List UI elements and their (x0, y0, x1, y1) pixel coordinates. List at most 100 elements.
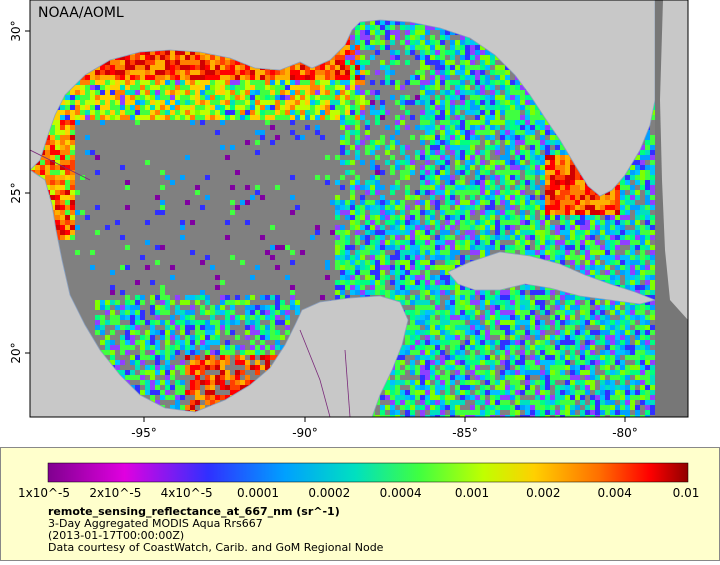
pixel (275, 185, 280, 190)
pixel (210, 105, 215, 110)
pixel (140, 310, 145, 315)
pixel (470, 160, 475, 165)
pixel (520, 95, 525, 100)
pixel (390, 60, 395, 65)
pixel (290, 85, 295, 90)
pixel (485, 350, 490, 355)
pixel (445, 115, 450, 120)
pixel (420, 115, 425, 120)
pixel (520, 100, 525, 105)
pixel (365, 215, 370, 220)
pixel (310, 100, 315, 105)
pixel (150, 50, 155, 55)
pixel (420, 350, 425, 355)
pixel (415, 260, 420, 265)
pixel (230, 80, 235, 85)
pixel (490, 225, 495, 230)
pixel (265, 360, 270, 365)
pixel (210, 110, 215, 115)
pixel (395, 125, 400, 130)
pixel (185, 105, 190, 110)
pixel (460, 390, 465, 395)
pixel (70, 155, 75, 160)
pixel (455, 85, 460, 90)
pixel (490, 305, 495, 310)
pixel (450, 335, 455, 340)
pixel (515, 390, 520, 395)
pixel (420, 265, 425, 270)
pixel (80, 105, 85, 110)
pixel (395, 245, 400, 250)
pixel (515, 200, 520, 205)
pixel (365, 35, 370, 40)
pixel (350, 110, 355, 115)
pixel (345, 240, 350, 245)
pixel (285, 325, 290, 330)
pixel (70, 90, 75, 95)
pixel (400, 350, 405, 355)
pixel (485, 180, 490, 185)
pixel (200, 65, 205, 70)
pixel (215, 360, 220, 365)
pixel (485, 200, 490, 205)
pixel (190, 405, 195, 410)
pixel (345, 170, 350, 175)
pixel (515, 85, 520, 90)
pixel (320, 105, 325, 110)
pixel (475, 365, 480, 370)
pixel (445, 270, 450, 275)
pixel (415, 325, 420, 330)
pixel (250, 65, 255, 70)
pixel (170, 365, 175, 370)
pixel (340, 140, 345, 145)
pixel (505, 130, 510, 135)
pixel (445, 200, 450, 205)
pixel (400, 230, 405, 235)
pixel (135, 280, 140, 285)
pixel (175, 60, 180, 65)
pixel (380, 395, 385, 400)
pixel (255, 335, 260, 340)
pixel (365, 150, 370, 155)
pixel (445, 355, 450, 360)
pixel (205, 175, 210, 180)
pixel (115, 90, 120, 95)
pixel (465, 255, 470, 260)
pixel (420, 60, 425, 65)
pixel (350, 215, 355, 220)
pixel (210, 375, 215, 380)
pixel (335, 260, 340, 265)
pixel (325, 180, 330, 185)
pixel (180, 95, 185, 100)
pixel (110, 360, 115, 365)
pixel (100, 80, 105, 85)
pixel (355, 255, 360, 260)
pixel (455, 370, 460, 375)
pixel (450, 50, 455, 55)
pixel (65, 150, 70, 155)
pixel (315, 65, 320, 70)
pixel (295, 90, 300, 95)
pixel (345, 100, 350, 105)
pixel (440, 275, 445, 280)
pixel (425, 90, 430, 95)
pixel (520, 220, 525, 225)
pixel (465, 145, 470, 150)
pixel (470, 315, 475, 320)
pixel (195, 295, 200, 300)
pixel (525, 335, 530, 340)
pixel (505, 300, 510, 305)
pixel (150, 305, 155, 310)
pixel (170, 95, 175, 100)
pixel (215, 320, 220, 325)
pixel (465, 415, 470, 417)
pixel (195, 65, 200, 70)
pixel (145, 240, 150, 245)
pixel (245, 80, 250, 85)
pixel (425, 320, 430, 325)
pixel (485, 50, 490, 55)
pixel (520, 390, 525, 395)
pixel (225, 220, 230, 225)
pixel (505, 325, 510, 330)
pixel (530, 165, 535, 170)
